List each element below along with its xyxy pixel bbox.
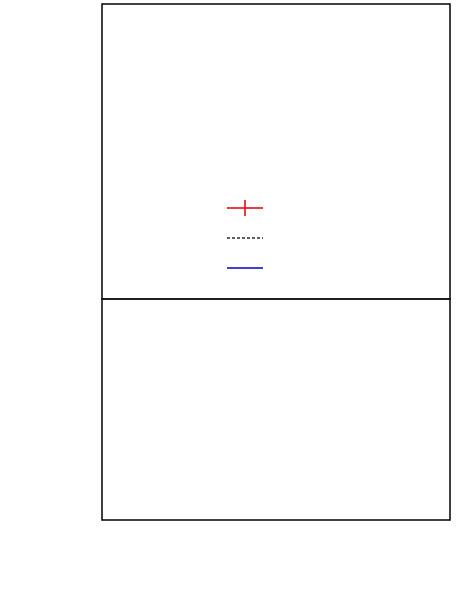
- bottom-panel-frame: [101, 298, 451, 521]
- bottom-panel: [101, 298, 451, 521]
- legend-entry-rs: [227, 200, 263, 216]
- legend: [227, 200, 263, 269]
